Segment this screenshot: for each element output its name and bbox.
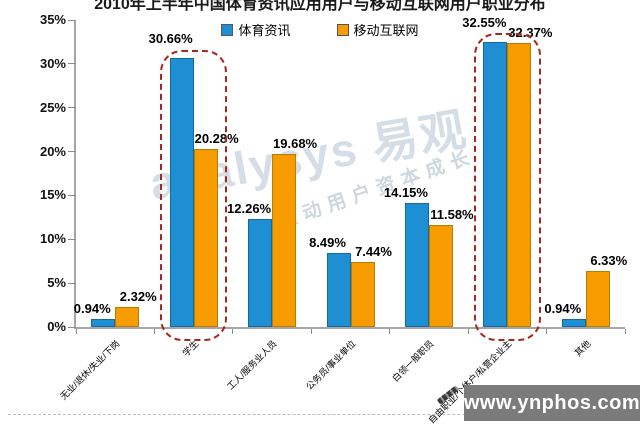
value-label: 19.68% (273, 136, 318, 152)
bar-mobile-internet (193, 149, 218, 327)
bar-mobile-internet (585, 271, 610, 327)
x-axis-tick (624, 329, 626, 334)
legend-label: 体育资讯 (238, 23, 291, 38)
y-axis-label: 35% (39, 12, 66, 27)
chart-legend: 体育资讯 移动互联网 (0, 20, 640, 39)
y-axis-label: 5% (47, 275, 66, 291)
legend-swatch (221, 23, 234, 36)
y-axis-tick (68, 107, 76, 109)
bar-mobile-internet (115, 306, 140, 327)
y-axis-label: 15% (39, 187, 66, 203)
bar-mobile-internet (507, 43, 532, 327)
x-axis-tick (389, 329, 391, 334)
y-axis-tick (68, 326, 76, 328)
bar-sports-info (248, 219, 273, 327)
x-axis-tick (467, 329, 469, 334)
bar-sports-info (404, 202, 429, 327)
bottom-divider (8, 414, 640, 415)
bar-sports-info (91, 318, 116, 327)
value-label: 32.55% (462, 14, 507, 30)
value-label: 12.26% (227, 201, 272, 217)
x-axis-tick (546, 329, 548, 334)
plot-area: 0% 5% 10% 15% 20% 25% 30% 35% 0.94% 2.32% 无业/退休/失业… (40, 12, 627, 425)
x-axis-tick (153, 329, 155, 334)
y-axis-tick (68, 151, 76, 153)
chart-title: 2010年上半年中国体育资讯应用用户与移动互联网用户职业分布 (94, 0, 546, 13)
y-axis-tick (68, 282, 76, 284)
value-label: 30.66% (148, 31, 193, 47)
site-watermark-text: www.ynphos.com (463, 391, 640, 414)
bar-sports-info (169, 58, 194, 327)
value-label: 6.33% (590, 253, 628, 269)
y-axis-label: 0% (47, 319, 66, 334)
y-axis-label: 25% (39, 99, 66, 115)
y-axis-label: 20% (39, 143, 66, 159)
legend-label: 移动互联网 (353, 23, 419, 38)
bar-mobile-internet (350, 261, 375, 327)
bar-sports-info (326, 252, 351, 327)
x-axis-tick (232, 329, 234, 334)
bar-mobile-internet (428, 225, 453, 327)
legend-item: 体育资讯 (221, 20, 291, 39)
value-label: 20.28% (194, 131, 239, 147)
value-label: 0.94% (73, 300, 111, 316)
y-axis-tick (68, 63, 76, 65)
legend-item: 移动互联网 (336, 20, 419, 39)
value-label: 32.37% (508, 25, 553, 41)
y-axis-tick (68, 238, 76, 240)
bar-mobile-internet (272, 154, 297, 327)
y-axis-tick (68, 19, 76, 21)
y-axis-label: 10% (39, 231, 66, 247)
value-label: 11.58% (430, 207, 474, 223)
x-axis-tick (75, 329, 77, 334)
y-axis-label: 30% (39, 55, 66, 71)
value-label: 2.32% (119, 288, 157, 304)
value-label: 0.94% (544, 300, 582, 316)
y-axis-tick (68, 194, 76, 196)
bar-sports-info (483, 41, 508, 327)
site-watermark-box: www.ynphos.com (464, 385, 640, 421)
value-label: 14.15% (383, 184, 428, 200)
value-label: 8.49% (309, 234, 346, 250)
legend-swatch (336, 23, 349, 36)
value-label: 7.44% (355, 243, 392, 259)
x-axis-tick (310, 329, 312, 334)
bar-sports-info (561, 318, 586, 327)
